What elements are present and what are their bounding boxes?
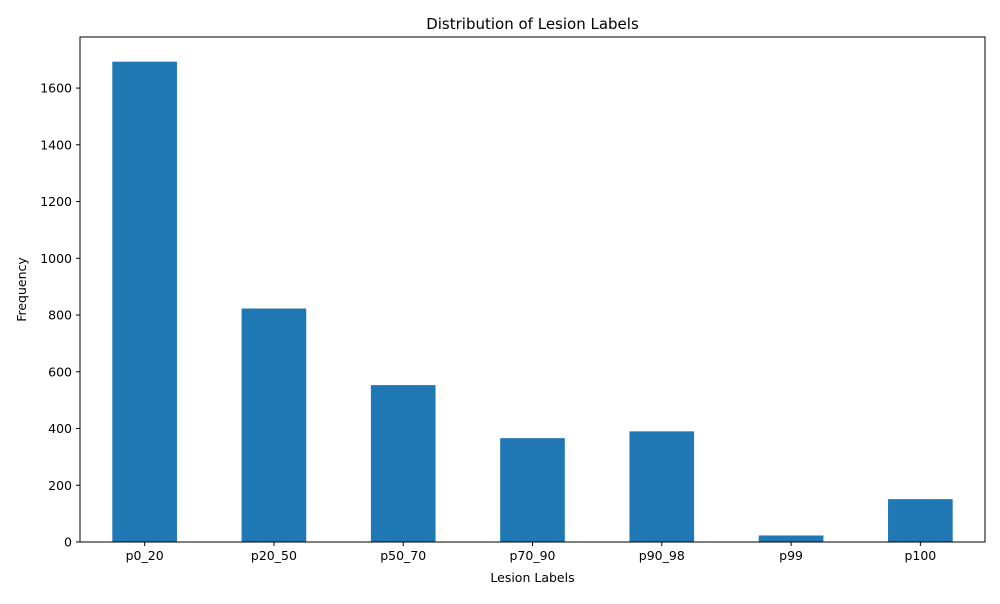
x-tick-label: p70_90 [510, 548, 556, 563]
y-tick-label: 600 [48, 364, 72, 379]
y-tick-label: 0 [64, 535, 72, 550]
bar-p70_90 [500, 438, 565, 542]
x-tick-label: p99 [779, 548, 803, 563]
y-tick-label: 1600 [40, 81, 72, 96]
bar-p0_20 [112, 61, 177, 542]
axes-frame [79, 36, 986, 543]
x-tick-label: p0_20 [126, 548, 164, 563]
bar-p90_98 [629, 431, 695, 542]
plot-area: p0_20 p20_50 p50_70 p70_90 p90_98 p99 p100 0 200… [40, 36, 986, 563]
bar-p100 [888, 499, 953, 542]
bar-p99 [758, 535, 824, 542]
bar-p20_50 [241, 308, 307, 542]
y-tick-label: 800 [48, 308, 72, 323]
bar-p50_70 [370, 385, 436, 542]
chart-title: Distribution of Lesion Labels [426, 15, 639, 33]
x-tick-label: p100 [904, 548, 936, 563]
x-tick-label: p50_70 [380, 548, 426, 563]
y-axis-label: Frequency [14, 257, 29, 322]
x-tick-label: p20_50 [251, 548, 297, 563]
x-tick-label: p90_98 [639, 548, 685, 563]
y-tick-label: 200 [48, 478, 72, 493]
x-axis-label: Lesion Labels [490, 570, 574, 585]
y-tick-label: 400 [48, 421, 72, 436]
y-tick-label: 1400 [40, 137, 72, 152]
y-tick-label: 1200 [40, 194, 72, 209]
y-tick-label: 1000 [40, 251, 72, 266]
